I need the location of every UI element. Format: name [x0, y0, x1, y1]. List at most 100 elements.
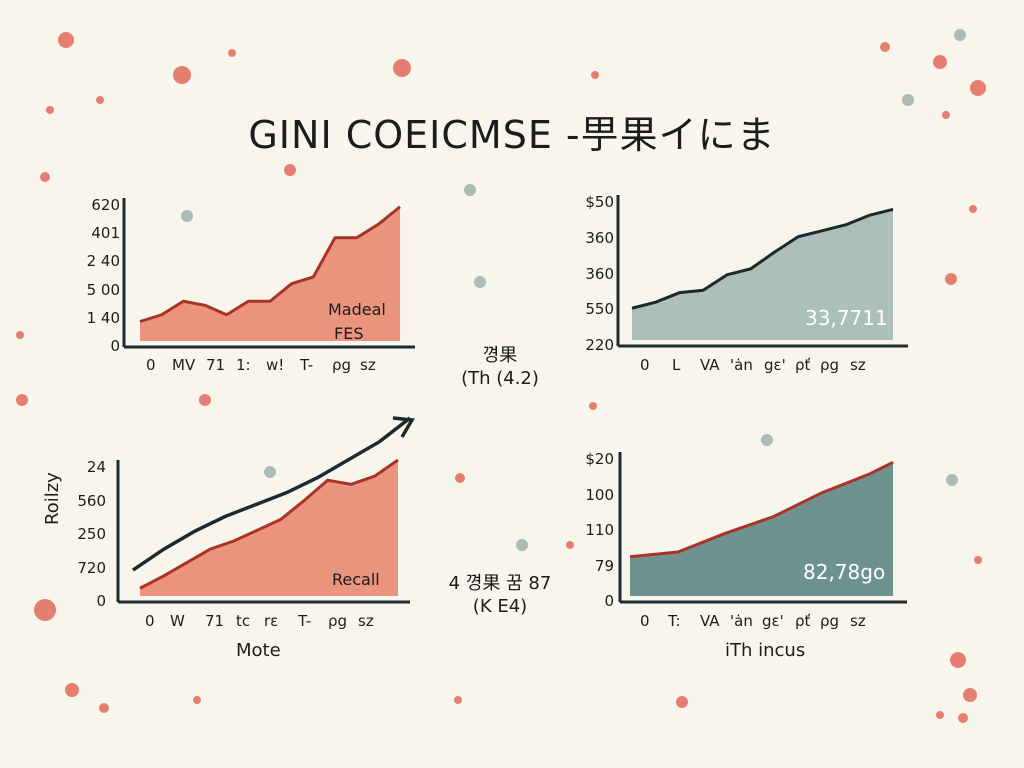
chart-annotation: Recall: [332, 570, 380, 589]
x-tick-label: ρť: [795, 356, 811, 374]
y-tick-label: 5 00: [86, 280, 120, 299]
dot-12: [969, 205, 977, 213]
dot-5: [284, 164, 296, 176]
chart-annotation: FES: [334, 324, 364, 343]
x-tick-label: ρg: [328, 612, 348, 630]
dot-1: [173, 66, 191, 84]
dot-27: [193, 696, 201, 704]
dot-20: [34, 599, 56, 621]
x-tick-label: W: [170, 612, 185, 630]
x-tick-label: w!: [266, 356, 285, 374]
x-tick-label: 'ȧn: [730, 612, 753, 630]
trend-arrow-line: [132, 416, 412, 572]
x-tick-label: sz: [360, 356, 376, 374]
chart-4: [618, 452, 907, 604]
dot-21: [974, 556, 982, 564]
dot-30: [958, 713, 968, 723]
chart-annotation: Madeal: [328, 300, 386, 319]
y-tick-label: 360: [585, 228, 614, 247]
dot-17: [589, 402, 597, 410]
area-fill: [630, 462, 893, 596]
sparkle-3: [264, 466, 276, 478]
x-tick-label: 0: [640, 612, 650, 630]
center-label-bottom-line2: (K E4): [472, 596, 528, 617]
sparkle-7: [902, 94, 914, 106]
dot-2: [393, 59, 411, 77]
dot-6: [40, 172, 50, 182]
x-tick-label: T:: [668, 612, 681, 630]
x-axis-label: Mote: [236, 640, 281, 661]
dot-9: [933, 55, 947, 69]
y-tick-label: 0: [96, 592, 106, 610]
chart-annotation: 33,7711: [805, 306, 888, 330]
y-tick-label: 620: [91, 196, 120, 214]
sparkle-6: [946, 474, 958, 486]
y-tick-label: 720: [77, 558, 106, 577]
dot-13: [945, 273, 957, 285]
dot-24: [65, 683, 79, 697]
y-tick-label: 550: [585, 300, 614, 319]
arrow-head: [392, 416, 415, 438]
x-tick-label: ρť: [795, 612, 811, 630]
center-label-bottom-line1: 4 꼉果 꿈 87: [448, 573, 552, 594]
chart-1: [122, 198, 415, 349]
y-tick-label: 79: [594, 556, 614, 575]
dot-18: [455, 473, 465, 483]
series-line: [629, 461, 894, 559]
sparkle-8: [954, 29, 966, 41]
dot-7: [96, 96, 104, 104]
y-tick-label: 360: [585, 264, 614, 283]
y-tick-label: 401: [91, 224, 120, 243]
x-tick-label: L: [672, 356, 681, 374]
x-tick-label: ρg: [332, 356, 352, 374]
x-axis-label: iTh incus: [725, 640, 806, 661]
dot-10: [970, 80, 986, 96]
dot-25: [99, 703, 109, 713]
sparkle-5: [761, 434, 773, 446]
dot-29: [676, 696, 688, 708]
series-line: [631, 207, 894, 310]
center-label-top-line2: (Th (4.2): [461, 368, 539, 389]
x-tick-label: 'ȧn: [730, 356, 753, 374]
x-tick-label: sz: [850, 612, 866, 630]
page-title: GINI COEICMSE -甼果イにま: [248, 113, 776, 157]
x-tick-label: gɛ': [762, 612, 784, 630]
x-tick-label: 0: [640, 356, 650, 374]
dot-8: [880, 42, 890, 52]
y-tick-label: $50: [585, 193, 614, 211]
dot-3: [228, 49, 236, 57]
y-tick-label: 110: [585, 521, 614, 539]
dot-15: [16, 394, 28, 406]
sparkle-0: [181, 210, 193, 222]
y-tick-label: $20: [585, 450, 614, 468]
x-tick-label: sz: [358, 612, 374, 630]
chart-3: [116, 416, 415, 604]
y-tick-label: 24: [86, 458, 106, 476]
area-fill: [632, 209, 893, 340]
x-tick-label: 0: [146, 356, 156, 374]
y-tick-label: 100: [585, 485, 614, 504]
dot-16: [199, 394, 211, 406]
y-tick-label: 1 40: [86, 308, 120, 327]
dot-28: [454, 696, 462, 704]
x-tick-label: sz: [850, 356, 866, 374]
center-label-bottom: 4 꼉果 꿈 87 (K E4): [420, 572, 580, 618]
sparkle-2: [474, 276, 486, 288]
x-tick-label: gɛ': [764, 356, 786, 374]
y-tick-label: 560: [77, 491, 106, 510]
x-tick-label: ρg: [820, 356, 840, 374]
x-tick-label: MV: [172, 356, 196, 374]
dot-23: [963, 688, 977, 702]
x-tick-label: ρg: [820, 612, 840, 630]
dot-4: [46, 106, 54, 114]
x-tick-label: 71: [205, 612, 225, 630]
x-tick-label: tc: [236, 612, 251, 630]
y-tick-label: 2 40: [86, 252, 120, 271]
center-label-top: 꼉果 (Th (4.2): [420, 344, 580, 390]
center-label-top-line1: 꼉果: [482, 345, 518, 366]
x-tick-label: VA: [700, 356, 720, 374]
y-axis-label: Roilzy: [42, 472, 63, 525]
series-line: [139, 458, 399, 590]
